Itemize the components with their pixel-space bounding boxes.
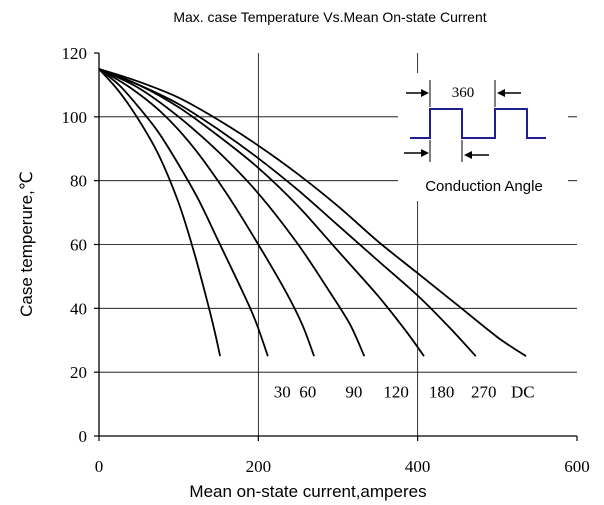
curve-label-30: 30 xyxy=(274,382,291,401)
x-tick-label: 200 xyxy=(246,457,272,476)
curve-label-270: 270 xyxy=(471,382,497,401)
x-tick-label: 400 xyxy=(405,457,431,476)
conduction-arrowhead-right xyxy=(464,151,472,159)
y-tick-label: 20 xyxy=(70,363,87,382)
y-tick-label: 100 xyxy=(62,108,88,127)
x-tick-label: 600 xyxy=(564,457,590,476)
conduction-angle-label: Conduction Angle xyxy=(425,178,543,195)
curve-labels: 30 60 90 120 180 270 DC xyxy=(274,382,535,401)
curve-180 xyxy=(98,68,425,357)
chart-title: Max. case Temperature Vs.Mean On-state C… xyxy=(173,9,486,25)
axes xyxy=(94,52,578,441)
curve-270 xyxy=(98,68,477,357)
x-tick-label: 0 xyxy=(95,457,104,476)
curve-label-180: 180 xyxy=(429,382,455,401)
y-axis-label: Case temperure,℃ xyxy=(17,171,36,317)
waveform xyxy=(410,108,546,139)
x-axis-label: Mean on-state current,amperes xyxy=(189,482,426,501)
conduction-inset: 360 Conduction Angle xyxy=(398,73,568,201)
curve-label-90: 90 xyxy=(345,382,362,401)
y-tick-labels: 0 20 40 60 80 100 120 xyxy=(62,44,88,446)
curve-label-120: 120 xyxy=(383,382,409,401)
y-tick-label: 120 xyxy=(62,44,88,63)
curve-label-60: 60 xyxy=(299,382,316,401)
curve-30 xyxy=(98,68,221,357)
period-arrowhead-right xyxy=(497,89,505,97)
curve-120 xyxy=(98,68,366,357)
curve-60 xyxy=(98,68,269,357)
y-tick-label: 40 xyxy=(70,299,87,318)
curve-dc xyxy=(98,68,527,357)
y-tick-label: 60 xyxy=(70,236,87,255)
y-tick-label: 80 xyxy=(70,172,87,191)
curve-90 xyxy=(98,68,315,357)
curves xyxy=(98,68,527,357)
curve-label-dc: DC xyxy=(511,382,535,401)
x-tick-labels: 0 200 400 600 xyxy=(95,457,590,476)
period-label: 360 xyxy=(452,85,475,101)
conduction-arrowhead-left xyxy=(421,149,429,157)
period-arrowhead-left xyxy=(421,89,429,97)
y-tick-label: 0 xyxy=(79,427,88,446)
